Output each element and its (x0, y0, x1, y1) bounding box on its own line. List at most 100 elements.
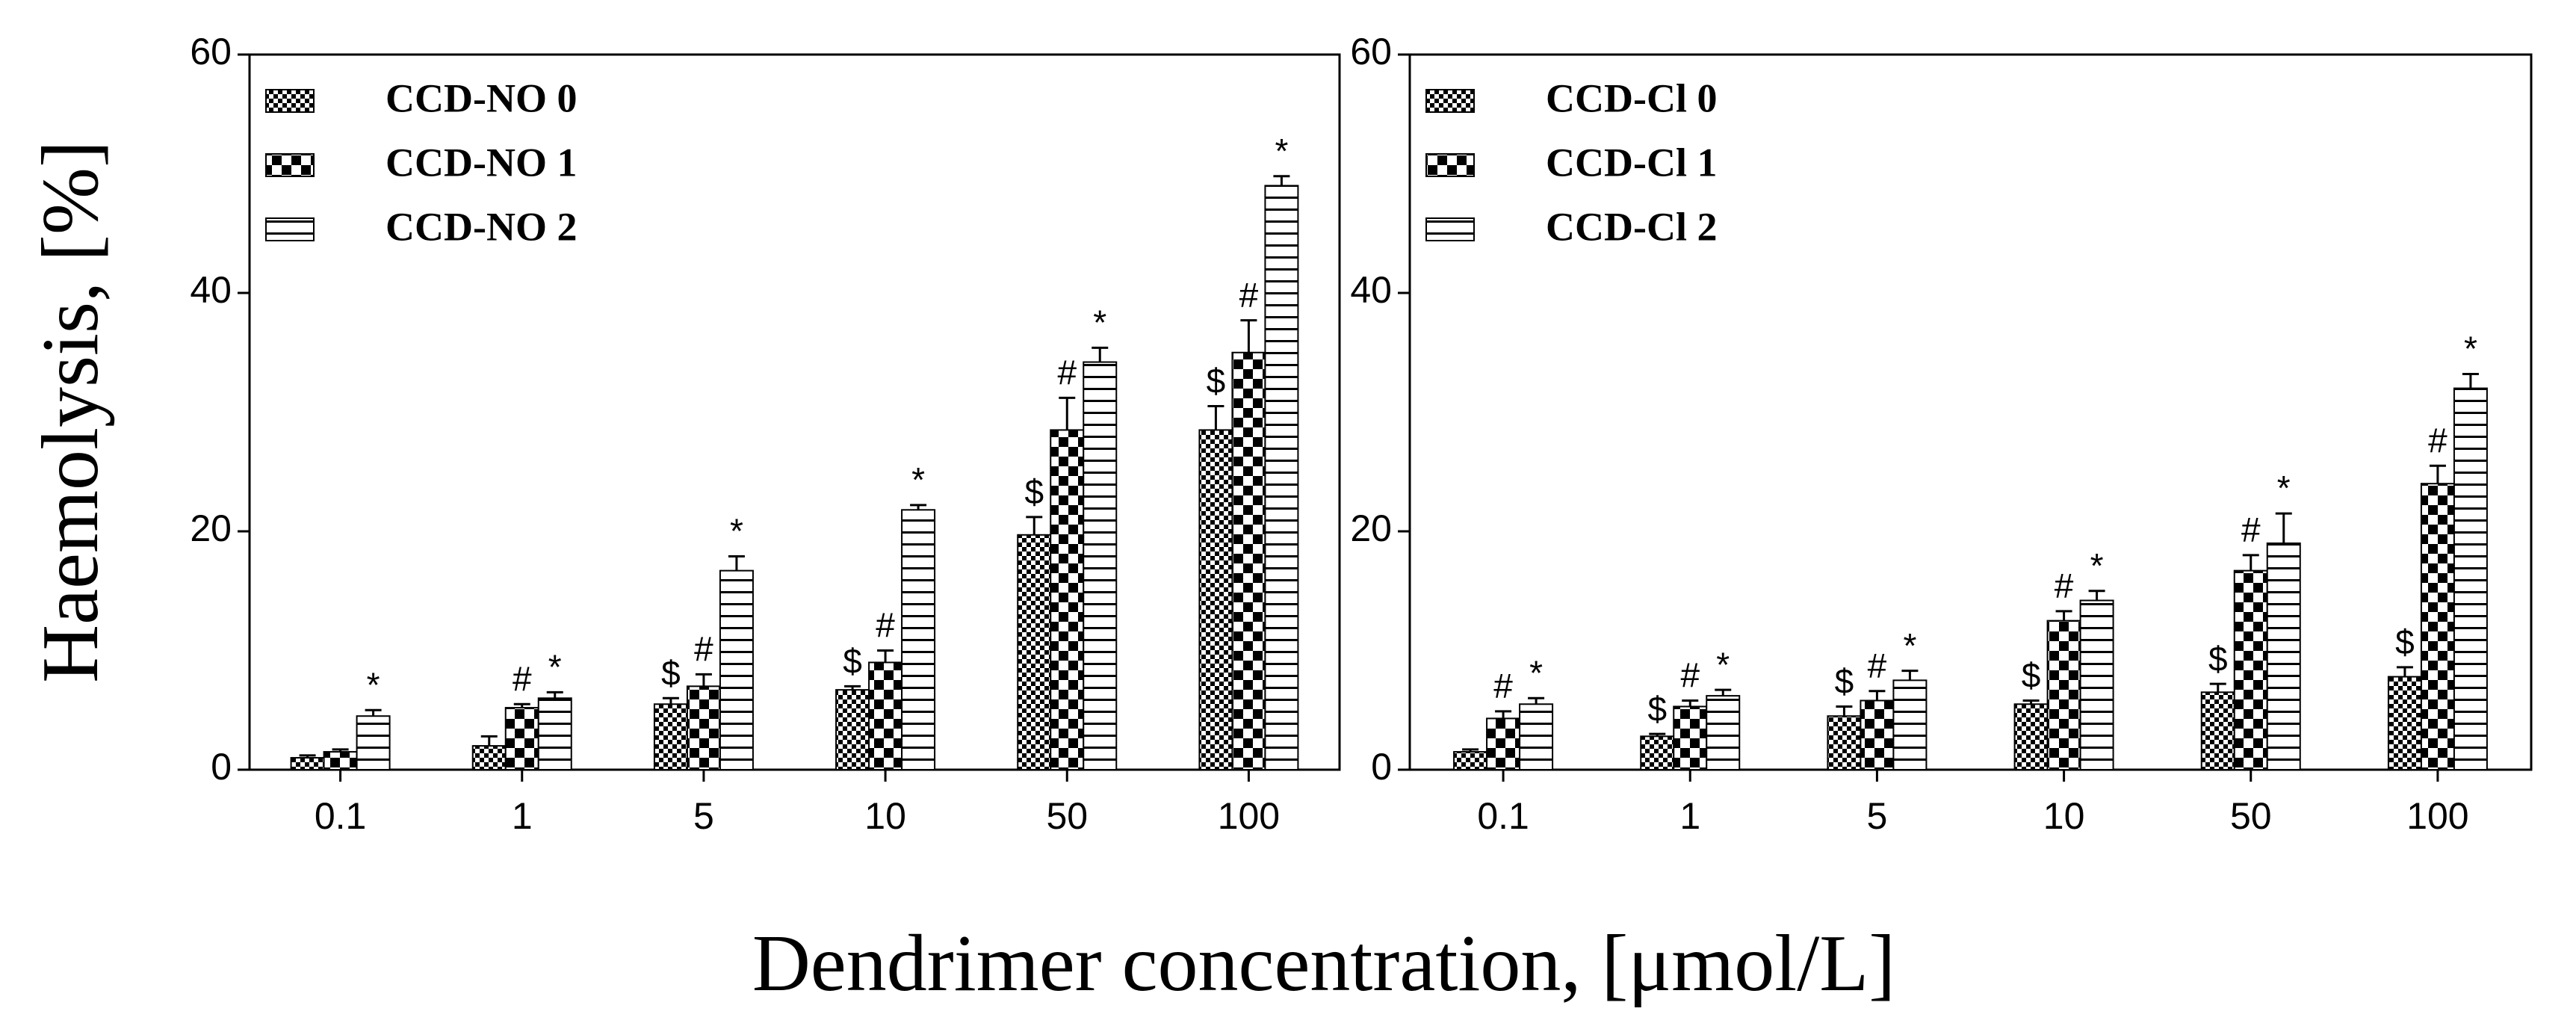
significance-marker: # (1868, 646, 1887, 685)
significance-marker: * (1529, 653, 1543, 692)
significance-marker: $ (1647, 689, 1667, 728)
legend-swatch (1425, 153, 1475, 177)
x-tick-label: 100 (1218, 795, 1280, 837)
bar (2420, 483, 2455, 770)
bar (2233, 569, 2268, 770)
bar (1892, 679, 1928, 770)
y-tick-label: 0 (211, 746, 232, 788)
x-tick-label: 50 (1046, 795, 1088, 837)
plot-frame (1408, 53, 2533, 771)
significance-marker: $ (1207, 362, 1226, 401)
significance-marker: $ (1024, 472, 1044, 511)
x-axis-title: Dendrimer concentration, [μmol/L] (752, 919, 1895, 1008)
bar (1706, 695, 1741, 770)
bar (2046, 619, 2081, 770)
bar (2453, 387, 2488, 770)
bar (1453, 751, 1488, 771)
significance-marker: # (876, 606, 895, 645)
x-tick-label: 5 (693, 795, 714, 837)
bar (1231, 351, 1266, 770)
bar (686, 685, 721, 770)
x-tick-label: 5 (1867, 795, 1888, 837)
bar (2387, 676, 2422, 771)
bar (1860, 699, 1895, 770)
legend-label: CCD-Cl 2 (1546, 204, 1717, 249)
bar (471, 745, 507, 770)
significance-marker: # (1680, 656, 1700, 695)
x-tick-label: 10 (2043, 795, 2085, 837)
bar (504, 707, 539, 770)
significance-marker: * (730, 512, 743, 551)
significance-marker: * (1716, 645, 1730, 684)
significance-marker: # (2055, 566, 2074, 605)
x-tick-label: 100 (2406, 795, 2468, 837)
bar (356, 715, 391, 770)
bar (868, 661, 903, 771)
significance-marker: # (2428, 421, 2447, 460)
significance-marker: # (694, 630, 713, 669)
significance-marker: $ (2022, 656, 2041, 695)
bar (290, 757, 325, 770)
significance-marker: # (2241, 510, 2261, 549)
significance-marker: * (548, 647, 562, 686)
bar (1264, 185, 1299, 770)
bar (1050, 429, 1085, 770)
bar (537, 697, 572, 770)
significance-marker: # (1493, 667, 1513, 705)
y-tick-label: 20 (190, 507, 232, 549)
significance-marker: * (367, 665, 380, 704)
legend-swatch (265, 89, 315, 113)
legend-label: CCD-NO 0 (386, 75, 577, 120)
significance-marker: * (1093, 303, 1106, 342)
y-tick-label: 40 (1350, 269, 1392, 311)
bar (835, 689, 870, 771)
legend-swatch (1425, 89, 1475, 113)
legend-label: CCD-Cl 1 (1546, 140, 1717, 185)
significance-marker: * (2090, 546, 2104, 585)
significance-marker: # (513, 659, 532, 698)
significance-marker: $ (2395, 622, 2415, 661)
significance-marker: * (911, 460, 925, 499)
x-tick-label: 0.1 (1477, 795, 1529, 837)
significance-marker: * (1903, 626, 1916, 665)
bar (2200, 691, 2235, 771)
legend-label: CCD-NO 2 (386, 204, 577, 249)
x-tick-label: 50 (2230, 795, 2272, 837)
significance-marker: * (2277, 469, 2291, 507)
y-tick-label: 0 (1371, 746, 1392, 788)
bar (1827, 715, 1862, 770)
bar (2266, 542, 2301, 770)
y-tick-label: 20 (1350, 507, 1392, 549)
y-tick-label: 40 (190, 269, 232, 311)
x-tick-label: 1 (512, 795, 533, 837)
bar (2079, 599, 2114, 771)
legend-swatch (1425, 217, 1475, 241)
x-tick-label: 1 (1679, 795, 1700, 837)
significance-marker: # (1239, 276, 1259, 315)
bar (1673, 705, 1708, 771)
significance-marker: $ (843, 642, 862, 681)
significance-marker: $ (661, 653, 681, 692)
y-tick-label: 60 (1350, 31, 1392, 72)
plot-frame (248, 53, 1341, 771)
bar (1519, 703, 1554, 771)
significance-marker: * (1275, 132, 1288, 170)
significance-marker: # (1057, 353, 1077, 392)
x-tick-label: 10 (864, 795, 906, 837)
bar (323, 751, 358, 771)
y-axis-title: Haemolysis, [%] (26, 140, 115, 683)
legend-label: CCD-Cl 0 (1546, 75, 1717, 120)
legend-label: CCD-NO 1 (386, 140, 577, 185)
bar (1486, 717, 1521, 770)
x-tick-label: 0.1 (315, 795, 367, 837)
legend-swatch (265, 153, 315, 177)
bar (1198, 429, 1233, 770)
bar (2013, 703, 2049, 771)
significance-marker: $ (1835, 662, 1854, 701)
bar (1083, 361, 1118, 770)
bar (1017, 534, 1052, 770)
significance-marker: * (2464, 330, 2477, 368)
bar (719, 569, 754, 770)
bar (653, 703, 688, 771)
